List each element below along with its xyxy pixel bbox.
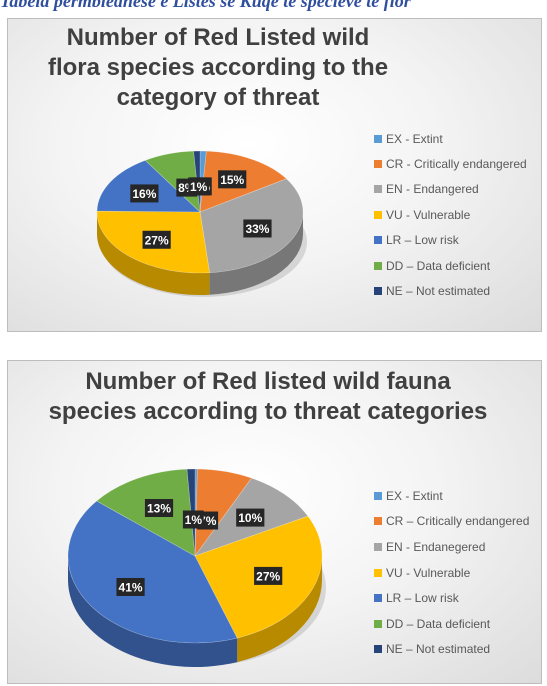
legend-item: VU - Vulnerable (374, 202, 527, 227)
chart-title: Number of Red listed wild fauna species … (48, 368, 488, 425)
legend-item: VU - Vulnerable (374, 560, 529, 586)
fauna-pie-chart: 7% 10%27%41%13%1% (67, 468, 326, 667)
svg-text:10%: 10% (238, 511, 262, 525)
data-label: 10% (236, 508, 265, 527)
legend-item: LR – Low risk (374, 585, 529, 611)
legend-label: CR - Critically endangered (386, 157, 527, 172)
legend-swatch (374, 236, 382, 245)
legend-label: LR – Low risk (386, 233, 459, 248)
page-caption: Tabela permbledhese e Listes se Kuqe te … (0, 0, 547, 16)
legend-label: DD – Data deficient (386, 258, 491, 273)
legend-item: NE – Not estimated (374, 278, 527, 303)
legend-swatch (374, 160, 382, 169)
data-label: 16% (130, 184, 159, 203)
legend-swatch (374, 134, 382, 143)
pie-slice (67, 500, 238, 644)
legend-item: NE – Not estimated (374, 637, 529, 663)
chart-legend: EX - Extint CR – Critically endangered EN … (374, 483, 529, 662)
data-label: 27% (142, 230, 171, 249)
svg-text:1%: 1% (185, 513, 203, 527)
pie-slice (194, 468, 253, 557)
pie-slice-side (209, 212, 303, 295)
svg-text:27%: 27% (145, 233, 169, 247)
svg-text:1%: 1% (190, 180, 208, 194)
legend-label: VU - Vulnerable (386, 565, 471, 580)
svg-text:15%: 15% (220, 173, 244, 187)
legend-item: EX - Extint (374, 483, 529, 509)
legend-item: EN - Endanegered (374, 534, 529, 560)
legend-label: NE – Not estimated (386, 642, 491, 657)
legend-label: CR – Critically endangered (386, 514, 530, 529)
chart-title: Number of Red Listed wild flora species … (47, 24, 389, 111)
svg-text:27%: 27% (256, 569, 280, 583)
legend-swatch (374, 645, 382, 654)
legend-swatch (374, 594, 382, 603)
legend-swatch (374, 619, 382, 628)
pie-slice-side (68, 556, 238, 667)
legend-label: NE – Not estimated (386, 284, 491, 299)
legend-label: EN - Endangered (386, 182, 479, 197)
legend-swatch (374, 210, 382, 219)
data-label: 15% (218, 170, 247, 189)
legend-swatch (374, 287, 382, 296)
legend-label: VU - Vulnerable (386, 207, 471, 222)
svg-text:41%: 41% (119, 580, 143, 594)
legend-swatch (374, 568, 382, 577)
fauna-chart: 7% 10% 27% 41% 13% 1% Number of Red listed wi… (7, 360, 542, 684)
legend-swatch (374, 542, 382, 551)
svg-text:13%: 13% (147, 502, 171, 516)
legend-label: EX - Extint (386, 488, 443, 503)
legend-item: EX - Extint (374, 126, 527, 151)
page-caption-text: Tabela permbledhese e Listes se Kuqe te … (0, 0, 411, 11)
data-label: 41% (116, 577, 145, 596)
legend-label: EN - Endanegered (386, 539, 486, 554)
legend-item: CR – Critically endangered (374, 509, 529, 535)
pie-slice (144, 150, 201, 213)
legend-item: EN - Endangered (374, 177, 527, 202)
pie-slice-side (237, 556, 322, 663)
legend-swatch (374, 517, 382, 526)
svg-text:16%: 16% (132, 187, 156, 201)
legend-swatch (374, 185, 382, 194)
data-label: 13% (144, 499, 174, 518)
svg-text:33%: 33% (245, 222, 269, 236)
legend-item: DD – Data deficient (374, 253, 527, 278)
legend-item: LR – Low risk (374, 228, 527, 253)
legend-item: CR - Critically endangered (374, 151, 527, 176)
pie-slice-side (97, 212, 210, 295)
legend-item: DD – Data deficient (374, 611, 529, 637)
legend-swatch (374, 261, 382, 270)
legend-label: LR – Low risk (386, 591, 459, 606)
chart-legend: EX - Extint CR - Critically endangered EN … (374, 126, 527, 304)
legend-label: DD – Data deficient (386, 616, 491, 631)
data-label: 1% (182, 510, 204, 529)
data-label: 27% (254, 566, 283, 585)
flora-pie-chart: 1%15%33%27%16%8%1% (96, 150, 307, 297)
flora-chart: 1%15%33%27%16%8%1% Number of Red Listed … (7, 18, 542, 332)
legend-label: EX - Extint (386, 131, 443, 146)
legend-swatch (374, 491, 382, 500)
data-label: 33% (243, 219, 272, 238)
data-label: 1% (188, 177, 210, 196)
